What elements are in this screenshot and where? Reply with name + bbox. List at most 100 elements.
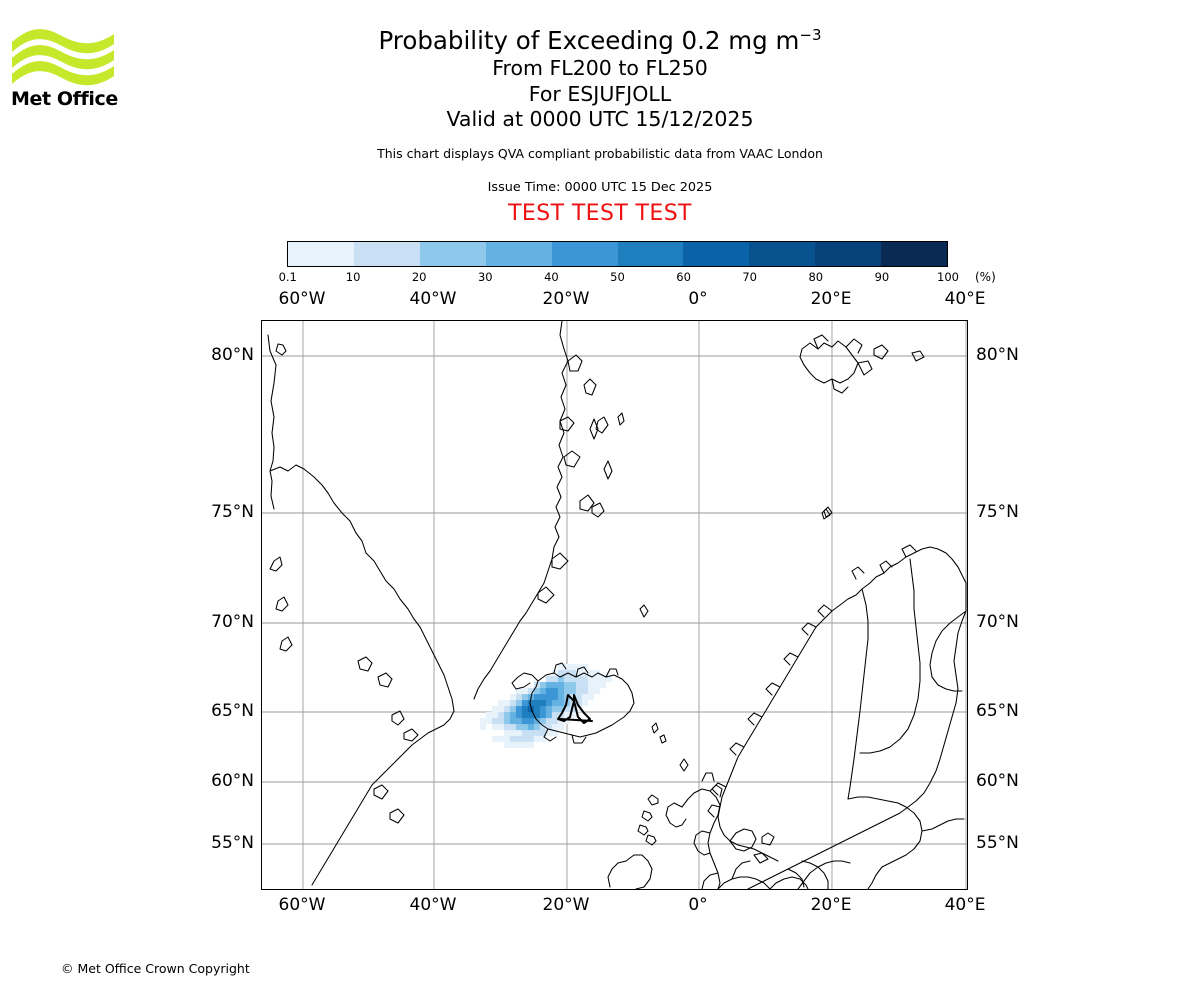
ash-cell xyxy=(557,681,565,689)
lat-label-right-75°N: 75°N xyxy=(976,502,1019,522)
lon-label-bottom-40°E: 40°E xyxy=(944,895,986,915)
compliance-note: This chart displays QVA compliant probab… xyxy=(377,145,823,161)
ash-cell xyxy=(557,687,565,695)
ash-cell xyxy=(581,693,589,701)
ash-cell xyxy=(575,693,583,701)
ash-cell xyxy=(581,681,589,689)
ash-cell xyxy=(539,723,547,731)
ash-cell xyxy=(515,705,523,713)
ash-cell xyxy=(509,711,517,719)
ash-cell xyxy=(557,663,565,671)
colorbar-ticks: 0.1 10 20 30 40 50 60 70 80 90 100 xyxy=(279,270,959,286)
ash-cell xyxy=(509,729,517,737)
ash-cell xyxy=(575,705,583,713)
ash-cell xyxy=(581,699,589,707)
ash-cell xyxy=(551,669,559,677)
colorbar-tick-10: 10 xyxy=(345,270,361,284)
ash-cell xyxy=(503,705,511,713)
lat-label-right-70°N: 70°N xyxy=(976,612,1019,632)
colorbar-band-9 xyxy=(881,242,948,266)
logo-waves xyxy=(12,29,114,86)
ash-cell xyxy=(527,723,535,731)
ash-cell xyxy=(527,741,535,749)
ash-cell xyxy=(557,693,565,701)
colorbar-band-4 xyxy=(551,242,618,266)
ash-cell xyxy=(521,699,529,707)
ash-cell xyxy=(539,717,547,725)
ash-cell xyxy=(521,729,529,737)
issue-time: Issue Time: 0000 UTC 15 Dec 2025 xyxy=(487,179,713,195)
ash-cell xyxy=(521,735,529,743)
title-text: Probability of Exceeding 0.2 mg m xyxy=(378,26,800,55)
map-plot-area[interactable] xyxy=(261,320,968,890)
map-coastlines xyxy=(267,321,967,889)
ash-cell xyxy=(521,687,529,695)
ash-cell xyxy=(515,735,523,743)
ash-cell xyxy=(575,687,583,695)
ash-cell xyxy=(509,699,517,707)
ash-cell xyxy=(593,675,601,683)
lat-label-right-65°N: 65°N xyxy=(976,701,1019,721)
ash-cell xyxy=(527,735,535,743)
colorbar-band-6 xyxy=(683,242,750,266)
ash-cell xyxy=(491,705,499,713)
colorbar-band-8 xyxy=(815,242,882,266)
ash-cell xyxy=(533,687,541,695)
ash-cell xyxy=(587,693,595,701)
lon-label-top-40°W: 40°W xyxy=(409,289,457,309)
ash-cell xyxy=(479,717,487,725)
ash-cell xyxy=(515,723,523,731)
ash-cell xyxy=(515,699,523,707)
lon-label-bottom-40°W: 40°W xyxy=(409,895,457,915)
lat-label-left-70°N: 70°N xyxy=(211,612,254,632)
ash-cell xyxy=(575,675,583,683)
ash-cell xyxy=(551,723,559,731)
ash-cell xyxy=(551,717,559,725)
ash-cell xyxy=(599,681,607,689)
ash-cell xyxy=(491,735,499,743)
lon-label-bottom-20°W: 20°W xyxy=(542,895,590,915)
ash-cell xyxy=(557,705,565,713)
ash-cell xyxy=(563,687,571,695)
ash-cell xyxy=(545,729,553,737)
ash-cell xyxy=(563,681,571,689)
ash-cell xyxy=(593,681,601,689)
colorbar-tick-50: 50 xyxy=(610,270,625,284)
volcano-subtitle: For ESJUFJOLL xyxy=(528,81,672,106)
colorbar-tick-90: 90 xyxy=(874,270,890,284)
ash-cell xyxy=(527,711,535,719)
ash-cell xyxy=(545,693,553,701)
ash-cell xyxy=(539,735,547,743)
ash-cell xyxy=(485,717,493,725)
ash-cell xyxy=(503,699,511,707)
lon-label-top-20°W: 20°W xyxy=(542,289,590,309)
ash-cell xyxy=(551,705,559,713)
page-title: Probability of Exceeding 0.2 mg m−3 xyxy=(0,26,1200,56)
title-exponent: −3 xyxy=(799,25,822,44)
ash-cell xyxy=(509,717,517,725)
ash-cell xyxy=(527,687,535,695)
lon-label-top-40°E: 40°E xyxy=(944,289,986,309)
ash-cell xyxy=(497,717,505,725)
colorbar-tick-100: 100 xyxy=(937,270,959,284)
ash-cell xyxy=(551,711,559,719)
colorbar-tick-0.1: 0.1 xyxy=(278,270,297,284)
colorbar: 0.1 10 20 30 40 50 60 70 80 90 100 xyxy=(279,241,959,286)
ash-cell xyxy=(485,711,493,719)
ash-cell xyxy=(575,663,583,671)
ash-cell xyxy=(503,723,511,731)
ash-cell xyxy=(545,687,553,695)
colorbar-band-2 xyxy=(419,242,486,266)
ash-cell xyxy=(533,699,541,707)
colorbar-unit-label: (%) xyxy=(975,270,996,284)
ash-cell xyxy=(533,723,541,731)
map-canvas xyxy=(262,321,967,889)
colorbar-band-1 xyxy=(353,242,420,266)
ash-cell xyxy=(491,711,499,719)
ash-cell xyxy=(539,699,547,707)
ash-cell xyxy=(533,705,541,713)
lat-label-right-60°N: 60°N xyxy=(976,771,1019,791)
lon-label-top-0°: 0° xyxy=(688,289,708,309)
ash-cell xyxy=(509,723,517,731)
lat-label-left-65°N: 65°N xyxy=(211,701,254,721)
